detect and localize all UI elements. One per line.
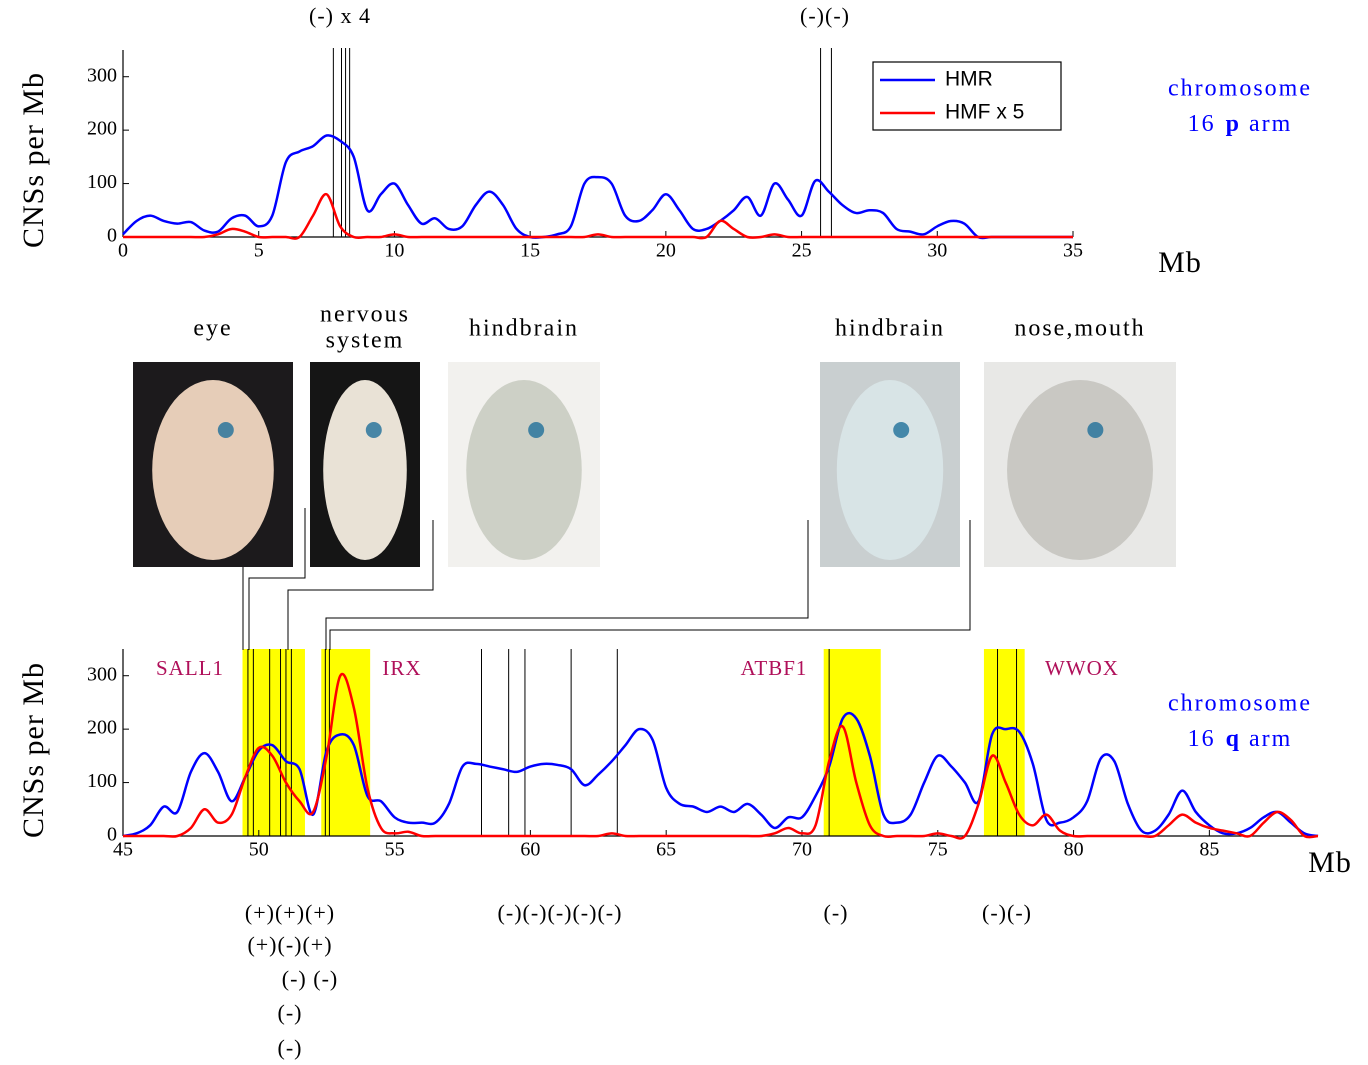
x-tick-label: 5 bbox=[254, 240, 264, 262]
x-tick-label: 20 bbox=[656, 240, 676, 262]
embryo bbox=[323, 380, 407, 560]
x-tick-label: 80 bbox=[1064, 839, 1084, 861]
highlight-region bbox=[824, 649, 881, 836]
line-chart: 0 100 200 300 0 5 10 15 20 25 30 35 CNSs per Mb Mb chr… bbox=[17, 3, 1312, 279]
embryo-image: eye bbox=[133, 316, 293, 568]
embryo-image: hindbrain bbox=[448, 316, 600, 568]
annotation: (+)(+)(+) bbox=[245, 900, 335, 925]
y-tick-label: 300 bbox=[87, 64, 117, 86]
x-tick-label: 30 bbox=[927, 240, 947, 262]
annotation: (-) x 4 bbox=[309, 3, 371, 28]
image-label: system bbox=[326, 328, 405, 354]
arm-word: arm bbox=[1249, 111, 1292, 137]
x-tick-label: 55 bbox=[385, 839, 405, 861]
y-tick-label: 100 bbox=[87, 171, 117, 193]
embryo bbox=[152, 380, 274, 560]
arm-word: arm bbox=[1249, 726, 1292, 752]
stain bbox=[528, 422, 544, 438]
embryo-image: hindbrain bbox=[820, 316, 960, 568]
embryo bbox=[466, 380, 582, 560]
x-tick-label: 35 bbox=[1063, 240, 1083, 262]
x-tick-label: 0 bbox=[118, 240, 128, 262]
stain bbox=[1087, 422, 1103, 438]
annotation: (-) (-) bbox=[282, 966, 338, 991]
y-tick-label: 100 bbox=[87, 770, 117, 792]
gene-label: SALL1 bbox=[156, 656, 224, 680]
x-tick-label: 65 bbox=[656, 839, 676, 861]
y-tick-label: 200 bbox=[87, 118, 117, 140]
image-label: hindbrain bbox=[835, 316, 945, 342]
x-tick-label: 45 bbox=[113, 839, 133, 861]
x-tick-label: 10 bbox=[384, 240, 404, 262]
chromosome-number: 16 bbox=[1188, 111, 1216, 137]
image-label: hindbrain bbox=[469, 316, 579, 342]
y-tick-label: 300 bbox=[87, 663, 117, 685]
arm-letter: p bbox=[1226, 111, 1241, 137]
x-axis-unit: Mb bbox=[1158, 246, 1202, 279]
legend: HMR HMF x 5 bbox=[873, 62, 1061, 130]
x-tick-label: 25 bbox=[792, 240, 812, 262]
image-label: nervous bbox=[320, 302, 410, 328]
chromosome-number: 16 bbox=[1188, 726, 1216, 752]
annotation: (-) bbox=[824, 900, 849, 925]
gene-label: ATBF1 bbox=[741, 656, 808, 680]
stain bbox=[218, 422, 234, 438]
x-tick-label: 70 bbox=[792, 839, 812, 861]
x-tick-label: 60 bbox=[520, 839, 540, 861]
arm-letter: q bbox=[1226, 726, 1241, 752]
x-axis-unit: Mb bbox=[1308, 846, 1352, 879]
image-label: nose,mouth bbox=[1014, 316, 1145, 342]
embryo-image: nose,mouth bbox=[984, 316, 1176, 568]
annotation: (+)(-)(+) bbox=[247, 932, 332, 957]
annotation: (-)(-)(-)(-)(-) bbox=[498, 900, 623, 925]
y-axis-label: CNSs per Mb bbox=[17, 662, 50, 838]
legend-label: HMF x 5 bbox=[945, 101, 1024, 124]
y-tick-label: 200 bbox=[87, 717, 117, 739]
figure: eye nervoussystem hindbrain hindbrain nose,m… bbox=[0, 0, 1368, 1065]
embryo bbox=[1007, 380, 1153, 560]
annotation: (-) bbox=[278, 1000, 303, 1025]
y-axis-label: CNSs per Mb bbox=[17, 72, 50, 248]
x-tick-label: 15 bbox=[520, 240, 540, 262]
embryo bbox=[837, 380, 943, 560]
gene-label: IRX bbox=[382, 656, 421, 680]
side-label: chromosome bbox=[1168, 691, 1312, 717]
series-line bbox=[123, 135, 1073, 238]
highlight-region bbox=[243, 649, 305, 836]
legend-label: HMR bbox=[945, 68, 993, 91]
gene-label: WWOX bbox=[1045, 656, 1119, 680]
stain bbox=[366, 422, 382, 438]
x-tick-label: 75 bbox=[928, 839, 948, 861]
image-label: eye bbox=[193, 316, 232, 342]
annotation: (-) bbox=[278, 1035, 303, 1060]
x-tick-label: 50 bbox=[249, 839, 269, 861]
x-tick-label: 85 bbox=[1199, 839, 1219, 861]
stain bbox=[893, 422, 909, 438]
side-label: chromosome bbox=[1168, 76, 1312, 102]
y-tick-label: 0 bbox=[107, 225, 117, 247]
annotation: (-)(-) bbox=[982, 900, 1032, 925]
annotation: (-)(-) bbox=[800, 3, 850, 28]
